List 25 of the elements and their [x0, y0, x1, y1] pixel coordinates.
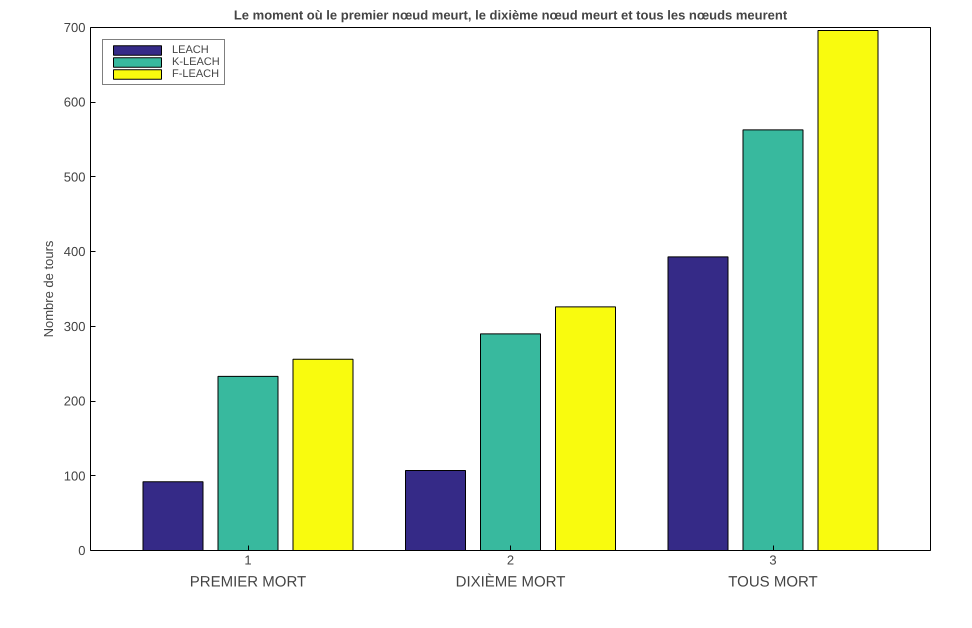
bar	[405, 470, 466, 550]
x-tick-label: 1	[244, 552, 252, 568]
x-tick-label: 3	[769, 552, 777, 568]
text: DIXIÈME MORT	[456, 572, 566, 590]
bar	[555, 306, 616, 550]
y-tick-label: 100	[64, 468, 86, 484]
chart-title: Le moment où le premier nœud meurt, le dixième nœud meurt et tous les nœuds meurent	[234, 8, 788, 22]
bar	[818, 30, 878, 550]
legend-label: F-LEACH	[172, 68, 220, 80]
bar	[142, 481, 204, 550]
bar	[292, 358, 354, 550]
y-tick-label: 700	[64, 20, 86, 35]
legend-label: LEACH	[172, 44, 209, 56]
y-axis-title: Nombre de tours	[40, 240, 56, 338]
y-tick-label: 600	[64, 94, 86, 110]
text: PREMIER MORT	[190, 574, 306, 590]
y-tick-label: 500	[64, 169, 86, 184]
bar	[668, 256, 728, 550]
text: TOUS MORT	[728, 574, 818, 590]
x-tick-label: 2	[506, 552, 514, 568]
legend-label: K-LEACH	[172, 56, 220, 68]
y-tick-label: 200	[64, 394, 86, 409]
y-tick-label: 300	[64, 318, 86, 334]
y-tick-label: 400	[64, 244, 86, 260]
y-tick-label: 0	[78, 543, 86, 558]
